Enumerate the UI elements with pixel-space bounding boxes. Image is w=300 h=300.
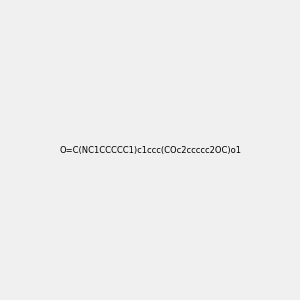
Text: O=C(NC1CCCCC1)c1ccc(COc2ccccc2OC)o1: O=C(NC1CCCCC1)c1ccc(COc2ccccc2OC)o1 [59, 146, 241, 154]
